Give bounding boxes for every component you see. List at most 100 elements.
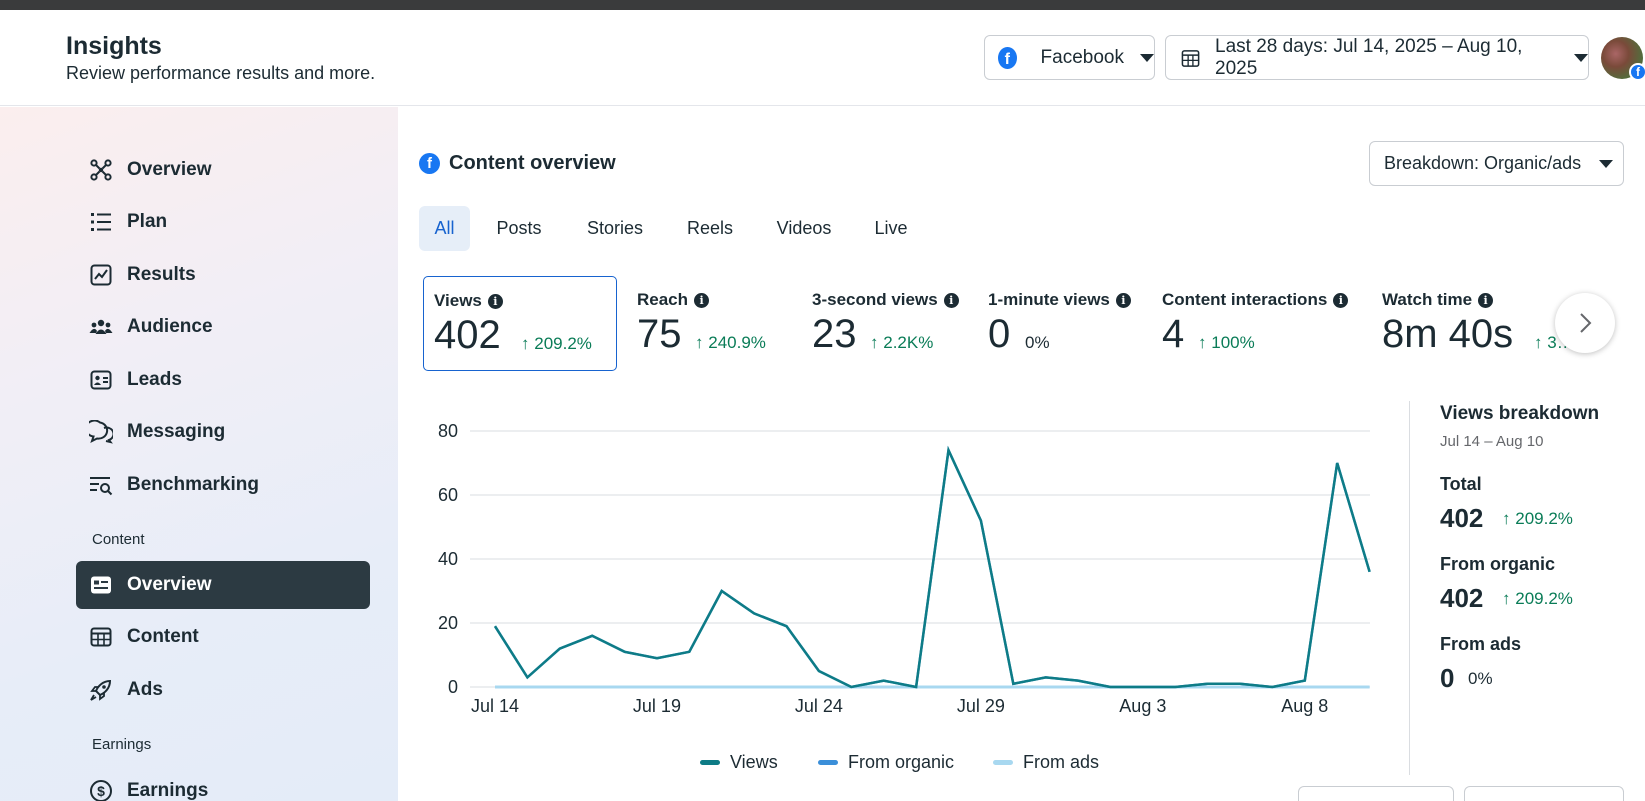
y-tick-label: 20 (438, 613, 458, 633)
page-title: Insights (66, 32, 162, 60)
info-icon[interactable]: i (1333, 292, 1349, 308)
arrow-up-icon: ↑ (521, 334, 535, 353)
chevron-down-icon (1574, 53, 1588, 62)
platform-label: Facebook (1040, 46, 1124, 68)
info-icon[interactable]: i (487, 293, 503, 309)
legend-swatch (818, 760, 838, 765)
metric-change: 240.9% (708, 333, 766, 352)
info-icon[interactable]: i (694, 292, 710, 308)
sidebar-section-earnings: Earnings (92, 736, 152, 753)
info-icon[interactable]: i (1478, 292, 1494, 308)
legend-swatch (700, 760, 720, 765)
y-tick-label: 40 (438, 549, 458, 569)
tab-stories[interactable]: Stories (586, 218, 644, 238)
sidebar-item-benchmarking[interactable]: Benchmarking (76, 461, 370, 509)
date-range-dropdown[interactable]: Last 28 days: Jul 14, 2025 – Aug 10, 202… (1165, 35, 1589, 80)
calendar-icon (1181, 49, 1200, 67)
sidebar-item-content-overview[interactable]: Overview (76, 561, 370, 609)
chevron-down-icon (1140, 53, 1154, 62)
bottom-dropdown-button[interactable] (1464, 786, 1624, 801)
sidebar-item-audience[interactable]: Audience (76, 303, 370, 351)
window-top-strip (0, 0, 1645, 10)
sidebar-item-label: Benchmarking (127, 474, 259, 495)
metric-card-content-interactions[interactable]: Content interactions i 4 ↑ 100% (1152, 276, 1352, 371)
metric-label: 3-second views (812, 290, 938, 309)
sidebar-item-label: Content (127, 626, 199, 647)
sidebar-item-earnings[interactable]: $ Earnings (76, 767, 370, 801)
breakdown-dropdown[interactable]: Breakdown: Organic/ads (1369, 141, 1624, 186)
svg-text:$: $ (97, 783, 105, 799)
breakdown-organic-label: From organic (1440, 554, 1556, 574)
messaging-icon (89, 420, 113, 444)
arrow-up-icon: ↑ (870, 333, 884, 352)
sidebar-item-label: Plan (127, 211, 168, 232)
x-tick-label: Aug 3 (1119, 696, 1166, 716)
arrow-up-icon: ↑ (1502, 589, 1516, 608)
breakdown-ads-label: From ads (1440, 634, 1522, 654)
bottom-dropdown-button[interactable] (1298, 786, 1454, 801)
chevron-down-icon (1599, 159, 1614, 168)
metric-value: 75 (637, 312, 682, 356)
arrow-up-icon: ↑ (1534, 333, 1548, 352)
y-tick-label: 60 (438, 485, 458, 505)
metric-label: 1-minute views (988, 290, 1110, 309)
metric-change: 100% (1211, 333, 1255, 352)
avatar[interactable]: f (1601, 37, 1645, 81)
tab-reels[interactable]: Reels (686, 218, 734, 238)
sidebar-item-messaging[interactable]: Messaging (76, 408, 370, 456)
metric-label: Reach (637, 290, 689, 309)
breakdown-total-value: 402 (1440, 503, 1484, 533)
metric-change: 2.2K% (883, 333, 934, 352)
sidebar-item-ads[interactable]: Ads (76, 666, 370, 714)
breakdown-ads-change: 0% (1468, 669, 1493, 688)
metric-value: 8m 40s (1382, 312, 1514, 356)
y-tick-label: 80 (438, 421, 458, 441)
platform-dropdown[interactable]: f Facebook (984, 35, 1155, 80)
facebook-icon: f (419, 153, 440, 174)
x-tick-label: Jul 19 (633, 696, 681, 716)
sidebar-item-label: Audience (127, 316, 213, 337)
info-icon[interactable]: i (1115, 292, 1131, 308)
metric-value: 0 (988, 312, 1011, 356)
next-metrics-button[interactable] (1555, 293, 1615, 353)
series-line-views (493, 445, 1371, 689)
tab-posts[interactable]: Posts (496, 218, 542, 238)
x-tick-label: Jul 14 (471, 696, 519, 716)
legend-label: From ads (1023, 752, 1100, 772)
page-header: Insights Review performance results and … (0, 10, 1645, 106)
sidebar-item-label: Overview (127, 574, 212, 595)
sidebar-item-content[interactable]: Content (76, 613, 370, 661)
metric-card-reach[interactable]: Reach i 75 ↑ 240.9% (627, 276, 797, 371)
metric-card-views[interactable]: Views i 402 ↑ 209.2% (423, 276, 617, 371)
metric-label: Views (434, 291, 482, 310)
plan-icon (89, 210, 113, 234)
breakdown-organic-value: 402 (1440, 583, 1484, 613)
metric-value: 402 (434, 313, 501, 357)
legend-from-ads: From ads (993, 752, 1099, 773)
metric-card-3-second-views[interactable]: 3-second views i 23 ↑ 2.2K% (802, 276, 982, 371)
sidebar-item-overview[interactable]: Overview (76, 146, 370, 194)
legend-swatch (993, 760, 1013, 765)
sidebar: Overview Plan Results Audience Leads Mes… (0, 107, 398, 801)
info-icon[interactable]: i (943, 292, 959, 308)
sidebar-item-label: Messaging (127, 421, 226, 442)
arrow-up-icon: ↑ (1198, 333, 1212, 352)
facebook-icon: f (998, 46, 1017, 69)
sidebar-item-results[interactable]: Results (76, 251, 370, 299)
breakdown-title: Views breakdown (1440, 403, 1600, 424)
leads-icon (89, 368, 113, 392)
panel-divider (1409, 401, 1410, 775)
audience-icon (89, 315, 113, 339)
tab-all[interactable]: All (419, 206, 470, 251)
breakdown-total-change: 209.2% (1515, 509, 1573, 528)
sidebar-item-plan[interactable]: Plan (76, 198, 370, 246)
breakdown-organic-change: 209.2% (1515, 589, 1573, 608)
dollar-icon: $ (89, 779, 113, 801)
x-tick-label: Jul 29 (957, 696, 1005, 716)
metric-card-1-minute-views[interactable]: 1-minute views i 0 0% (978, 276, 1143, 371)
x-tick-label: Jul 24 (795, 696, 843, 716)
tab-videos[interactable]: Videos (776, 218, 832, 238)
overview-icon (89, 158, 113, 182)
tab-live[interactable]: Live (874, 218, 908, 238)
sidebar-item-leads[interactable]: Leads (76, 356, 370, 404)
